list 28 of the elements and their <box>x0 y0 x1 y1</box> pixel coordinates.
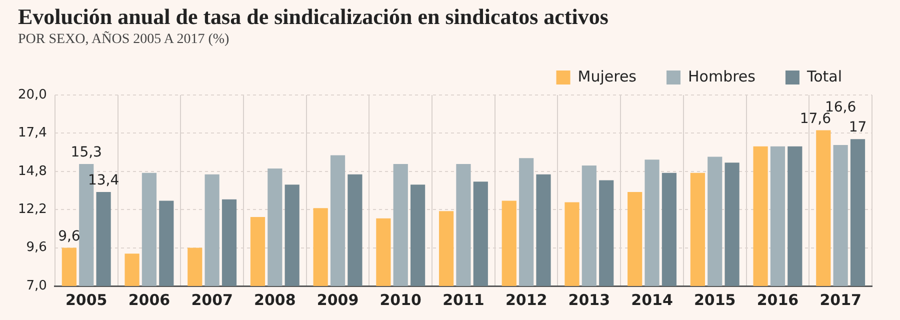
x-tick-label: 2012 <box>505 290 548 309</box>
y-tick-label: 7,0 <box>26 278 47 294</box>
y-tick-label: 12,2 <box>18 202 47 217</box>
data-label: 9,6 <box>58 228 80 244</box>
data-label: 17 <box>848 120 867 136</box>
x-tick-label: 2006 <box>128 290 170 309</box>
x-tick-label: 2008 <box>254 290 296 309</box>
x-tick-label: 2013 <box>568 290 610 309</box>
data-label: 13,4 <box>88 172 120 189</box>
y-tick-label: 17,4 <box>18 126 47 141</box>
chart-title: Evolución anual de tasa de sindicalización en sindicatos activos <box>18 4 608 30</box>
legend-label: Mujeres <box>578 67 637 86</box>
y-tick-label: 9,6 <box>26 240 47 256</box>
x-tick-label: 2009 <box>316 290 359 309</box>
data-label: 15,3 <box>70 144 102 161</box>
x-tick-label: 2014 <box>631 290 673 309</box>
x-tick-label: 2007 <box>191 290 233 309</box>
legend-label: Total <box>806 67 842 86</box>
legend-label: Hombres <box>688 67 756 86</box>
x-tick-label: 2017 <box>820 290 862 309</box>
x-tick-label: 2011 <box>442 290 484 309</box>
x-tick-label: 2005 <box>65 290 108 309</box>
x-tick-label: 2016 <box>756 290 799 309</box>
y-tick-label: 14,8 <box>18 164 47 179</box>
x-tick-label: 2015 <box>694 290 736 309</box>
x-tick-label: 2010 <box>380 290 422 309</box>
y-tick-label: 20,0 <box>18 87 47 102</box>
chart-subtitle: POR SEXO, AÑOS 2005 A 2017 (%) <box>18 32 230 48</box>
